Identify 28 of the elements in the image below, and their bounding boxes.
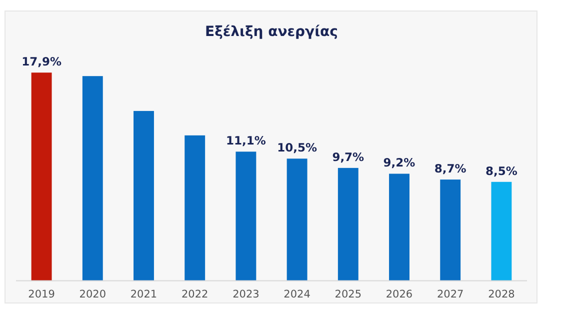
x-tick-label: 2026 (386, 288, 413, 301)
bar (134, 110, 154, 281)
x-tick-label: 2027 (436, 288, 464, 301)
x-tick-label: 2028 (488, 288, 515, 301)
bar (184, 135, 206, 281)
x-tick-label: 2025 (334, 288, 362, 301)
bar (440, 180, 461, 281)
x-tick-label: 2019 (28, 288, 55, 301)
bar (338, 168, 358, 281)
bar (286, 158, 308, 281)
data-label: 9,2% (383, 156, 416, 170)
bar (236, 152, 256, 281)
x-tick-label: 2024 (284, 288, 311, 301)
x-tick-label: 2023 (232, 288, 260, 301)
data-label: 8,5% (485, 164, 518, 178)
bar (389, 174, 410, 281)
data-label: 9,7% (332, 150, 365, 164)
data-label: 8,7% (434, 162, 467, 176)
bar (31, 72, 52, 281)
data-label: 10,5% (277, 140, 318, 155)
x-tick-label: 2022 (181, 288, 208, 301)
x-tick-label: 2021 (130, 288, 158, 301)
chart-title: Εξέλιξη ανεργίας (205, 24, 338, 40)
bar (491, 182, 512, 281)
data-label: 17,9% (22, 54, 62, 69)
bar (82, 76, 103, 281)
data-label: 11,1% (226, 134, 266, 148)
x-tick-label: 2020 (79, 288, 106, 301)
